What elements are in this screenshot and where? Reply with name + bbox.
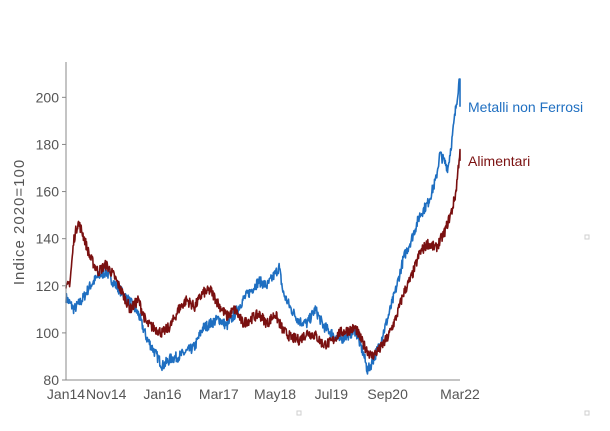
x-tick-label: Jul19 [315,386,349,402]
y-axis-label: Indice 2020=100 [11,159,28,285]
x-tick-label: Jan14 [47,386,85,402]
y-tick-label: 80 [43,372,59,388]
series-line [65,148,461,360]
x-tick-label: Mar17 [199,386,239,402]
x-tick-label: May18 [254,386,296,402]
x-tick-label: Jan16 [143,386,181,402]
series-line [65,78,461,375]
y-tick-label: 120 [36,278,60,294]
marker-square [584,410,590,416]
marker-square [296,410,302,416]
x-tick-label: Sep20 [367,386,408,402]
y-tick-label: 140 [36,231,60,247]
series-label: Metalli non Ferrosi [468,99,583,115]
y-tick-label: 160 [36,184,60,200]
x-axis: Jan14 Nov14 Jan16 Mar17 May18 Jul19 Sep20 Mar22 [47,379,480,402]
x-tick-label: Nov14 [86,386,127,402]
series-label: Alimentari [468,153,530,169]
y-axis: 80 100 120 140 160 180 200 [36,62,67,388]
y-tick-label: 180 [36,136,60,152]
y-tick-label: 100 [36,325,60,341]
plot-area: Metalli non Ferrosi Alimentari [65,78,583,375]
marker-square [584,234,590,240]
y-tick-label: 200 [36,89,60,105]
x-tick-label: Mar22 [440,386,480,402]
